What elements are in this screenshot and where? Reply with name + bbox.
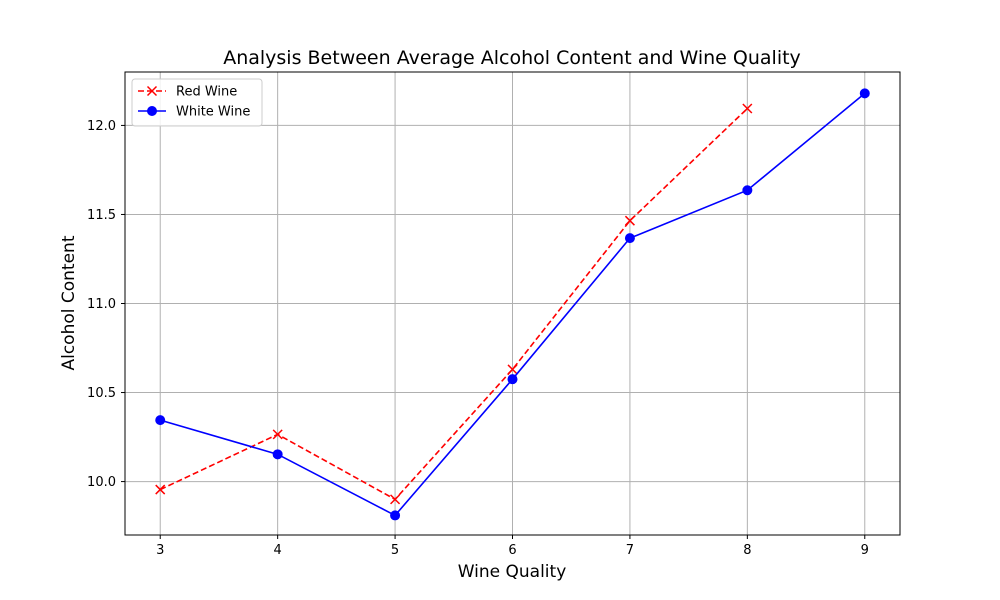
series-layer — [155, 88, 870, 521]
x-tick-label: 3 — [156, 543, 164, 558]
x-tick-label: 7 — [626, 543, 634, 558]
red-wine-line — [159, 107, 748, 501]
red-wine-series — [155, 103, 753, 505]
legend-item-white-wine: White Wine — [138, 105, 250, 120]
white-wine-point — [507, 374, 518, 385]
red-wine-point — [742, 103, 753, 114]
y-tick-label: 12.0 — [87, 119, 116, 134]
x-tick-label: 9 — [861, 543, 869, 558]
chart-title: Analysis Between Average Alcohol Content… — [223, 47, 801, 69]
white-wine-point — [272, 449, 283, 460]
y-axis-title: Alcohol Content — [59, 235, 79, 370]
legend-marker — [147, 106, 157, 116]
y-tick-label: 10.5 — [87, 386, 116, 401]
y-tick-label: 10.0 — [87, 475, 116, 490]
legend-label: White Wine — [176, 105, 250, 120]
legend-item-red-wine: Red Wine — [138, 85, 237, 100]
white-wine-series — [155, 88, 870, 521]
white-wine-point — [624, 233, 635, 244]
red-wine-point — [155, 484, 166, 495]
red-wine-point — [390, 494, 401, 505]
x-tick-label: 4 — [274, 543, 282, 558]
legend-label: Red Wine — [176, 85, 237, 100]
x-axis-title: Wine Quality — [458, 562, 567, 582]
x-tick-label: 8 — [743, 543, 751, 558]
legend-marker — [146, 85, 158, 97]
axis-ticks: 3 4 5 6 7 8 9 10.0 10.5 11.0 11.5 12.0 — [87, 119, 869, 558]
grid-lines — [125, 72, 900, 535]
white-wine-point — [742, 185, 753, 196]
x-tick-label: 6 — [508, 543, 516, 558]
red-wine-point — [624, 215, 635, 226]
red-wine-point — [272, 429, 283, 440]
x-tick-label: 5 — [391, 543, 399, 558]
legend-box — [131, 78, 263, 127]
y-tick-label: 11.0 — [87, 297, 116, 312]
white-wine-point — [155, 415, 166, 426]
white-wine-point — [390, 510, 401, 521]
legend: Red Wine White Wine — [131, 78, 263, 127]
y-tick-label: 11.5 — [87, 208, 116, 223]
white-wine-point — [859, 88, 870, 99]
red-wine-point — [507, 364, 518, 375]
